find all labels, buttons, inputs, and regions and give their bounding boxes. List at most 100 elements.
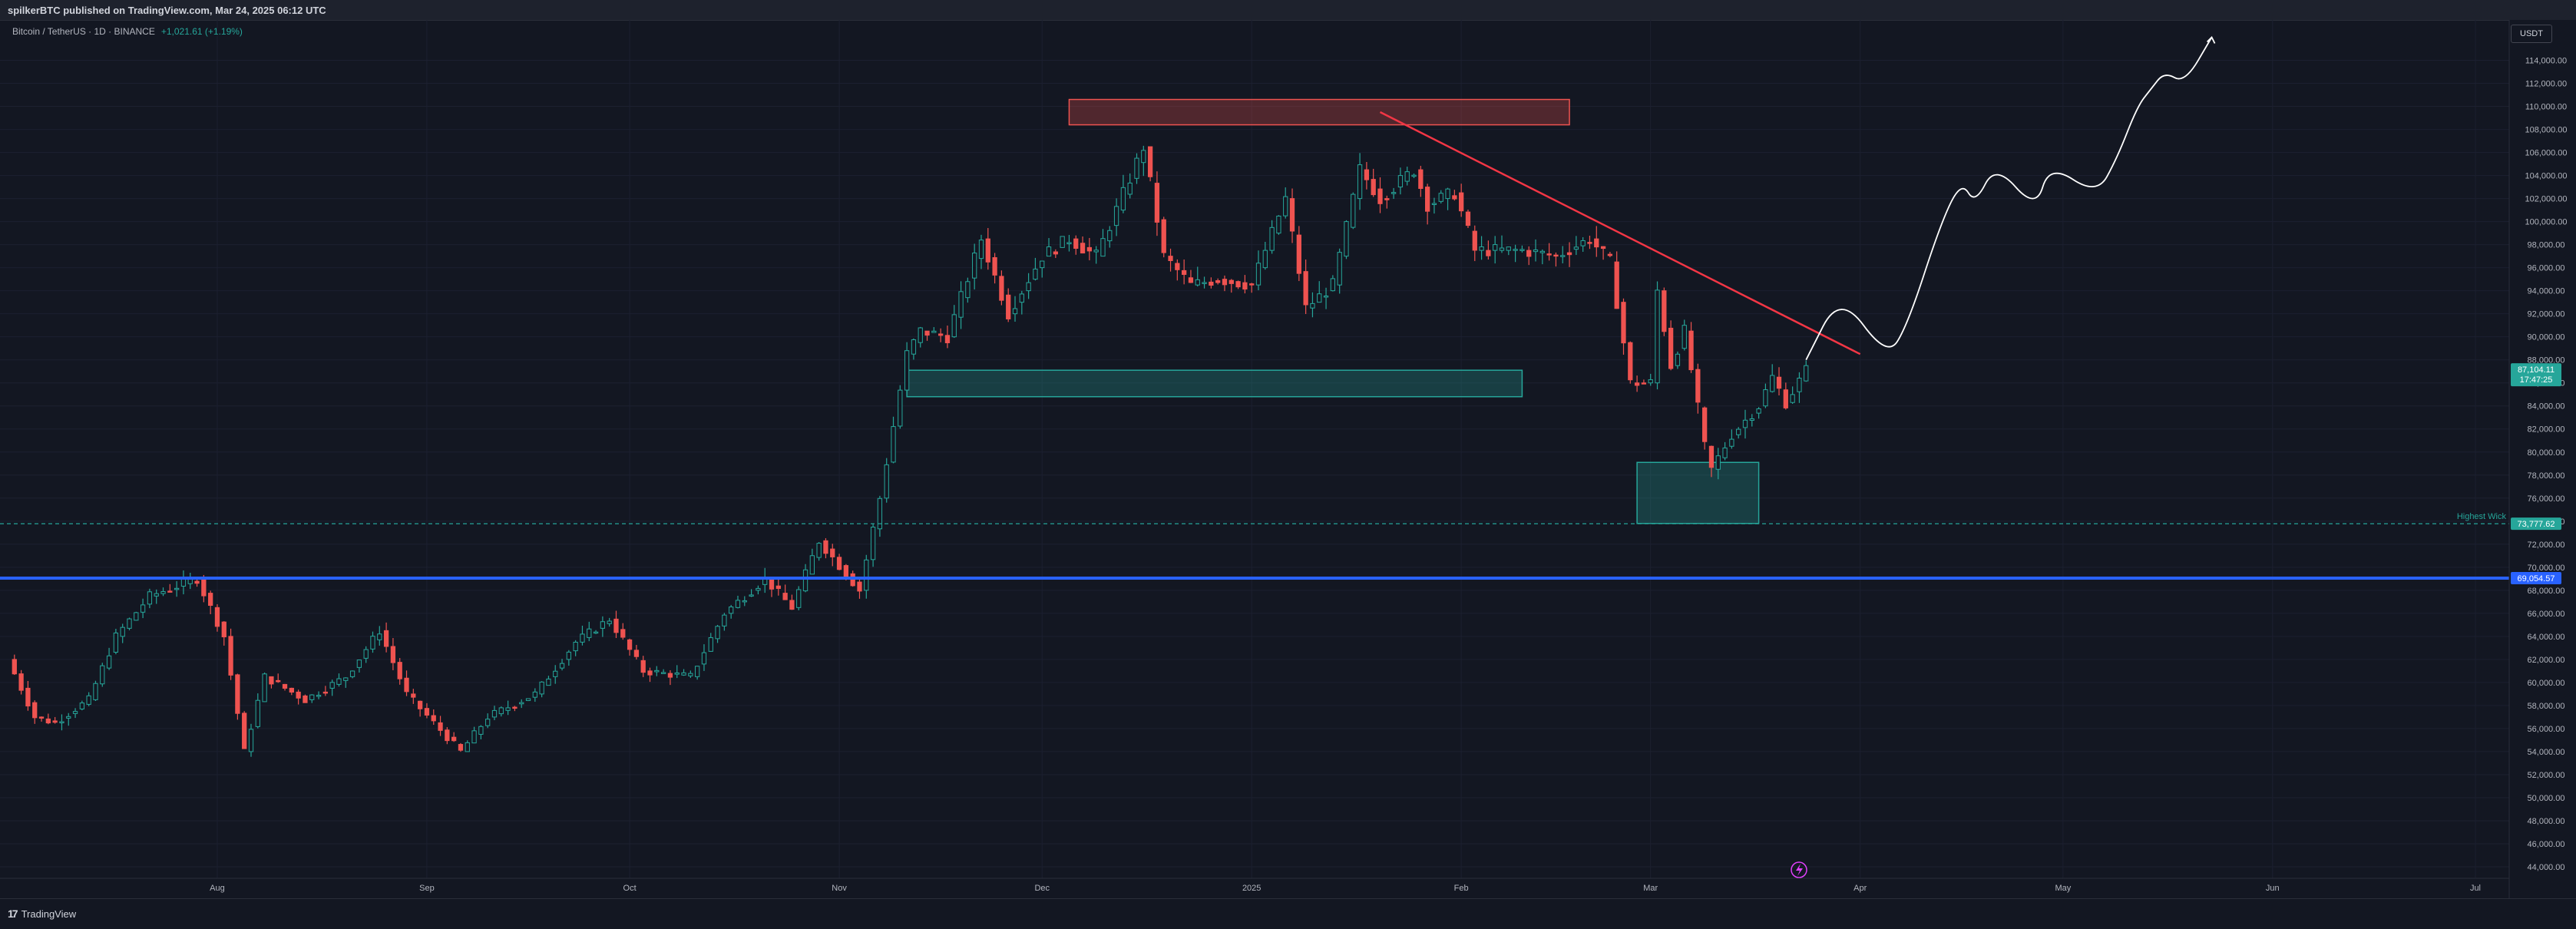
candle-body xyxy=(688,673,693,676)
candle-body xyxy=(383,630,389,647)
candle-body xyxy=(134,612,139,621)
candle-body xyxy=(1560,255,1566,257)
blue-support-line-tag: 69,054.57 xyxy=(2511,572,2561,585)
candle-body xyxy=(59,721,64,724)
candle-body xyxy=(1222,279,1228,286)
candle-body xyxy=(1310,303,1315,309)
candle-body xyxy=(1715,455,1721,470)
tradingview-logo[interactable]: 17 TradingView xyxy=(8,908,76,920)
candle-body xyxy=(1539,250,1545,253)
price-tick-label: 62,000.00 xyxy=(2528,656,2565,665)
candle-body xyxy=(532,691,537,698)
candle-body xyxy=(1317,293,1322,303)
price-tick-label: 84,000.00 xyxy=(2528,402,2565,412)
candle-body xyxy=(1756,408,1761,414)
candle-body xyxy=(1553,254,1559,257)
price-tick-label: 112,000.00 xyxy=(2525,80,2567,89)
candle-body xyxy=(660,672,666,674)
candle-body xyxy=(404,677,409,693)
candle-body xyxy=(1330,278,1336,292)
candle-body xyxy=(1026,282,1031,292)
price-tick-label: 56,000.00 xyxy=(2528,725,2565,734)
candle-body xyxy=(843,565,849,578)
candle-body xyxy=(52,720,58,723)
candle-body xyxy=(587,628,592,638)
candle-body xyxy=(45,718,51,724)
time-tick-label: Dec xyxy=(1034,884,1050,893)
candle-body xyxy=(519,702,524,705)
candle-body xyxy=(722,614,727,626)
candle-body xyxy=(316,695,322,697)
candle-body xyxy=(1682,325,1687,349)
candle-body xyxy=(303,695,308,703)
publisher-text: spilkerBTC published on TradingView.com,… xyxy=(8,5,326,16)
currency-button[interactable]: USDT xyxy=(2511,25,2552,43)
candle-body xyxy=(1533,249,1539,253)
candle-body xyxy=(1486,250,1491,256)
candle-body xyxy=(1729,438,1734,447)
candle-body xyxy=(1445,188,1450,200)
candle-body xyxy=(1127,182,1133,195)
candle-body xyxy=(356,660,362,668)
candle-body xyxy=(1804,365,1809,382)
candle-body xyxy=(424,708,430,716)
candle-body xyxy=(701,652,707,665)
candle-body xyxy=(1357,164,1363,200)
grid-lines xyxy=(0,20,2509,878)
candle-body xyxy=(485,719,491,726)
candle-body xyxy=(1587,242,1592,244)
candle-body xyxy=(93,683,98,700)
candle-body xyxy=(66,716,71,719)
candle-body xyxy=(1283,196,1288,217)
candle-body xyxy=(553,670,558,677)
candle-body xyxy=(756,587,761,591)
candle-body xyxy=(1472,230,1477,251)
candle-body xyxy=(749,594,754,597)
candle-body xyxy=(580,633,585,643)
candle-body xyxy=(1006,294,1011,319)
candle-body xyxy=(445,729,450,742)
candle-body xyxy=(992,257,997,276)
candle-body xyxy=(1296,234,1301,274)
candle-body xyxy=(242,712,247,749)
candle-body xyxy=(1607,253,1613,256)
candle-body xyxy=(1763,389,1768,407)
candle-body xyxy=(255,699,260,727)
candle-body xyxy=(208,593,213,607)
candle-body xyxy=(1371,179,1376,196)
candle-body xyxy=(1053,251,1058,255)
candle-body xyxy=(769,578,775,590)
candle-body xyxy=(735,600,741,608)
candle-body xyxy=(1255,263,1262,286)
candle-body xyxy=(864,559,869,591)
candle-body xyxy=(322,691,328,694)
candle-body xyxy=(349,670,355,677)
candle-body xyxy=(1431,203,1437,205)
upper-demand-zone xyxy=(906,369,1523,398)
symbol-name: Bitcoin / TetherUS · 1D · BINANCE xyxy=(12,26,155,37)
candle-body xyxy=(248,729,254,752)
candle-body xyxy=(167,590,173,593)
candle-body xyxy=(1479,246,1484,251)
price-chart[interactable]: Highest Wick 114,000.00 112,000.00 110,000.… xyxy=(0,20,2576,898)
candle-body xyxy=(262,673,267,703)
candle-body xyxy=(775,585,781,590)
candle-body xyxy=(1722,447,1728,458)
candle-body xyxy=(951,314,957,338)
time-tick-label: Jul xyxy=(2470,884,2481,893)
candle-body xyxy=(1797,378,1802,392)
candle-body xyxy=(140,604,146,613)
candle-body xyxy=(904,350,910,391)
candle-body xyxy=(1303,271,1308,306)
candle-body xyxy=(1161,219,1166,253)
candle-body xyxy=(1060,236,1065,248)
candle-body xyxy=(782,593,788,600)
candle-body xyxy=(1452,195,1457,200)
candle-body xyxy=(1506,246,1511,251)
price-tick-label: 108,000.00 xyxy=(2525,126,2567,135)
candle-body xyxy=(1134,157,1139,179)
price-tick-label: 114,000.00 xyxy=(2525,57,2567,66)
price-change: +1,021.61 (+1.19%) xyxy=(160,26,243,37)
price-tick-label: 64,000.00 xyxy=(2528,633,2565,642)
candle-body xyxy=(742,600,747,603)
